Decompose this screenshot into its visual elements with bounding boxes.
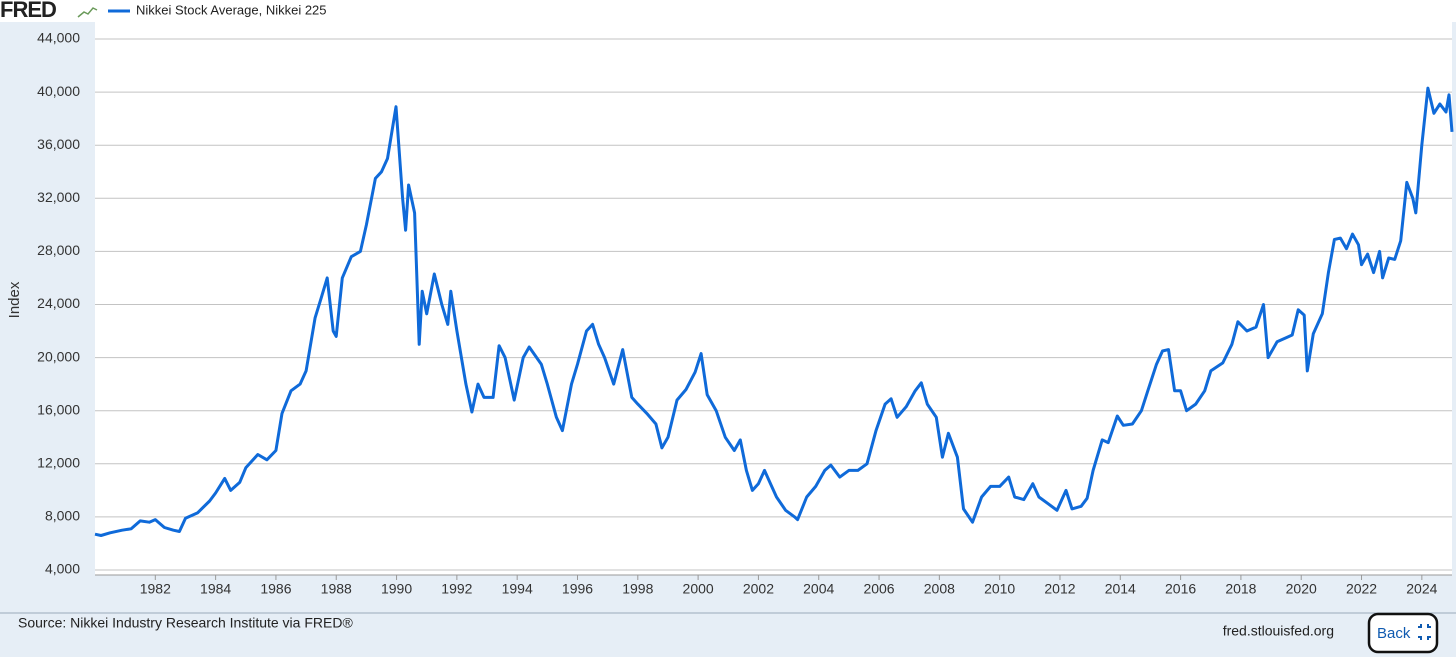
x-tick-label: 1990 [381,581,412,597]
back-button[interactable]: Back [1367,612,1439,654]
y-axis-label: Index [6,281,23,318]
y-tick-label: 20,000 [37,348,80,364]
x-tick-label: 2006 [863,581,894,597]
y-tick-label: 24,000 [37,295,80,311]
x-tick-label: 2020 [1286,581,1317,597]
back-button-label[interactable]: Back [1377,625,1411,642]
source: Source: Nikkei Industry Research Institu… [18,615,353,631]
x-tick-label: 2002 [743,581,774,597]
x-tick-label: 1984 [200,581,231,597]
back-button-frame[interactable] [1367,612,1439,654]
x-tick-label: 1988 [321,581,352,597]
logo: FRED [0,0,56,22]
y-tick-label: 16,000 [37,401,80,417]
x-tick-label: 2016 [1165,581,1196,597]
x-tick-label: 2014 [1105,581,1136,597]
y-tick-label: 44,000 [37,30,80,46]
y-tick-label: 12,000 [37,455,80,471]
y-tick-label: 4,000 [45,561,80,577]
x-tick-label: 2024 [1406,581,1437,597]
x-tick-label: 2018 [1225,581,1256,597]
x-tick-label: 1998 [622,581,653,597]
x-tick-label: 2010 [984,581,1015,597]
x-tick-label: 1996 [562,581,593,597]
legend-label: Nikkei Stock Average, Nikkei 225 [136,2,327,17]
x-tick-label: 1986 [260,581,291,597]
x-tick-label: 2022 [1346,581,1377,597]
series-line [94,86,1454,537]
x-tick-label: 1982 [140,581,171,597]
site: fred.stlouisfed.org [1223,623,1334,639]
y-tick-label: 40,000 [37,83,80,99]
y-tick-label: 8,000 [45,508,80,524]
x-tick-label: 1994 [502,581,533,597]
header-band [0,0,1456,22]
y-tick-label: 32,000 [37,189,80,205]
back-button-icon[interactable] [1418,624,1431,640]
x-tick-label: 1992 [441,581,472,597]
x-tick-label: 2004 [803,581,834,597]
x-tick-label: 2012 [1044,581,1075,597]
logo-icon [77,7,98,18]
x-tick-label: 2000 [683,581,714,597]
y-tick-label: 28,000 [37,242,80,258]
x-tick-label: 2008 [924,581,955,597]
y-tick-label: 36,000 [37,136,80,152]
